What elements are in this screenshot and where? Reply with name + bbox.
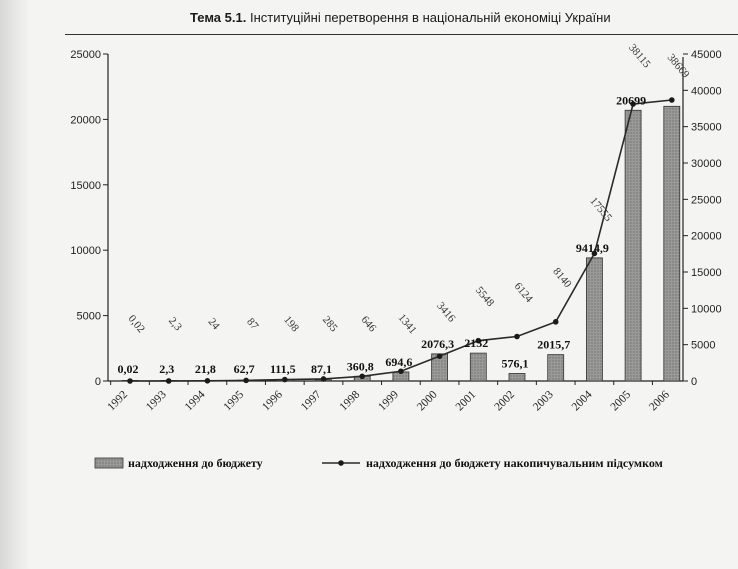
bar-label-2005: 20699 <box>616 93 646 107</box>
line-label-2003: 8140 <box>550 266 574 291</box>
x-tick-label: 2006 <box>647 388 672 413</box>
y-tick-label-right: 30000 <box>691 158 722 170</box>
x-tick-label: 1997 <box>299 388 324 413</box>
x-tick-label: 2004 <box>570 388 595 413</box>
y-tick-label-right: 15000 <box>691 267 722 279</box>
bar-2004 <box>586 257 603 382</box>
y-tick-label-right: 10000 <box>691 303 722 315</box>
line-label-1997: 285 <box>320 314 340 335</box>
line-label-1993: 2,3 <box>166 315 184 334</box>
y-tick-label-right: 25000 <box>691 194 722 206</box>
bar-2006 <box>663 105 681 382</box>
cumulative-point-2002 <box>514 333 520 340</box>
y-tick-label-left: 5000 <box>77 311 101 323</box>
bar-label-1994: 21,8 <box>195 362 216 376</box>
y-tick-label-right: 0 <box>691 376 697 388</box>
y-tick-label-left: 10000 <box>70 245 101 257</box>
line-label-1999: 1341 <box>396 312 419 337</box>
cumulative-point-2000 <box>436 353 443 359</box>
legend-label-line: надходження до бюджету накопичувальним п… <box>366 456 663 470</box>
cumulative-point-1996 <box>282 376 288 383</box>
x-tick-label: 1993 <box>144 388 169 413</box>
topic-number: Тема 5.1. <box>190 10 247 25</box>
cumulative-point-2004 <box>591 250 598 257</box>
bar-label-1992: 0,02 <box>118 362 139 376</box>
cumulative-point-1992 <box>127 378 133 384</box>
cumulative-point-1994 <box>204 378 211 384</box>
x-tick-label: 1998 <box>338 388 363 413</box>
y-tick-label-right: 5000 <box>691 340 715 352</box>
line-label-2005: 38115 <box>626 42 653 71</box>
x-tick-label: 2002 <box>492 388 517 413</box>
bar-label-1998: 360,8 <box>347 359 374 373</box>
line-label-1994: 24 <box>206 316 223 333</box>
topic-title: Інституційні перетворення в національній… <box>249 10 611 25</box>
header-rule <box>65 34 738 35</box>
y-tick-label-left: 15000 <box>70 180 101 192</box>
line-label-2006: 38669 <box>665 52 692 81</box>
x-tick-label: 1994 <box>183 388 208 413</box>
cumulative-point-1999 <box>398 368 404 375</box>
x-tick-label: 2001 <box>454 388 479 413</box>
bar-label-1999: 694,6 <box>385 355 412 369</box>
line-label-1998: 646 <box>359 314 379 335</box>
x-tick-label: 2005 <box>608 388 633 413</box>
page-header: Тема 5.1. Інституційні перетворення в на… <box>190 10 735 25</box>
line-label-1995: 87 <box>244 316 261 333</box>
x-tick-label: 1995 <box>221 388 246 413</box>
bar-label-2004: 9414,9 <box>576 241 609 255</box>
y-tick-label-right: 20000 <box>691 231 722 243</box>
x-tick-label: 2003 <box>531 388 556 413</box>
line-label-1992: 0,02 <box>126 313 148 335</box>
cumulative-point-2006 <box>669 97 675 103</box>
line-label-2000: 3416 <box>434 300 458 325</box>
y-tick-label-right: 45000 <box>691 49 722 61</box>
bar-label-1993: 2,3 <box>159 362 174 376</box>
y-tick-label-left: 25000 <box>70 49 101 61</box>
x-tick-label: 1992 <box>105 388 130 413</box>
cumulative-point-2003 <box>552 319 559 325</box>
bar-label-2000: 2076,3 <box>421 337 454 351</box>
line-label-1996: 198 <box>281 314 301 335</box>
cumulative-point-1993 <box>165 378 172 384</box>
bar-label-2003: 2015,7 <box>537 338 570 352</box>
bar-2001 <box>469 352 487 382</box>
cumulative-point-1997 <box>320 376 327 382</box>
x-tick-label: 1996 <box>260 388 285 413</box>
bar-2005 <box>624 109 642 382</box>
x-tick-label: 1999 <box>376 388 401 413</box>
bar-label-2002: 576,1 <box>502 356 529 370</box>
legend-label-bars: надходження до бюджету <box>128 456 263 470</box>
cumulative-point-1998 <box>359 373 366 380</box>
page-edge-shadow <box>0 0 30 569</box>
legend-swatch-bars <box>94 457 124 469</box>
x-tick-label: 2000 <box>415 388 440 413</box>
bar-label-1996: 111,5 <box>270 362 296 376</box>
line-label-2001: 5548 <box>473 284 497 309</box>
y-tick-label-right: 35000 <box>691 122 722 134</box>
legend-swatch-point <box>338 460 344 466</box>
bar-label-1995: 62,7 <box>234 362 255 376</box>
y-tick-label-left: 0 <box>95 376 101 388</box>
bar-2002 <box>508 373 526 382</box>
bar-label-2001: 2132 <box>464 336 488 350</box>
bar-label-1997: 87,1 <box>311 362 332 376</box>
y-tick-label-right: 40000 <box>691 85 722 97</box>
bar-2003 <box>547 354 565 382</box>
cumulative-point-1995 <box>243 377 249 384</box>
cumulative-point-2001 <box>475 337 482 344</box>
cumulative-point-2005 <box>630 101 636 107</box>
line-label-2002: 6124 <box>512 280 536 305</box>
line-label-2004: 17555 <box>587 195 614 224</box>
y-tick-label-left: 20000 <box>70 114 101 126</box>
